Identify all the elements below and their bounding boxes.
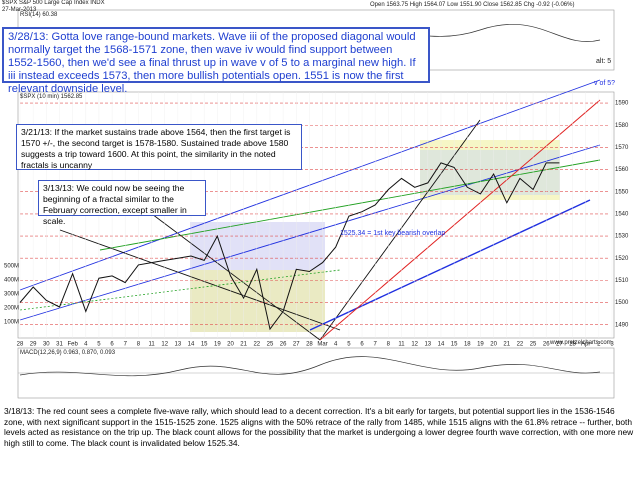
x-tick-label: 20 xyxy=(227,342,234,348)
x-tick-label: 5 xyxy=(97,342,101,348)
x-tick-label: 6 xyxy=(360,342,364,348)
x-tick-label: 21 xyxy=(240,342,247,348)
x-tick-label: Apr xyxy=(581,342,590,348)
x-tick-label: 7 xyxy=(374,342,378,348)
x-tick-label: 22 xyxy=(517,342,524,348)
x-tick-label: 11 xyxy=(148,342,155,348)
x-tick-label: 5 xyxy=(347,342,351,348)
annotation: 1525.34 = 1st key bearish overlap xyxy=(340,230,446,237)
note: 3/21/13: If the market sustains trade ab… xyxy=(16,124,302,170)
x-tick-label: 6 xyxy=(110,342,114,348)
x-tick-label: 13 xyxy=(175,342,182,348)
y-tick-label: 1520 xyxy=(615,256,629,262)
x-tick-label: 27 xyxy=(293,342,300,348)
x-tick-label: 12 xyxy=(411,342,418,348)
x-tick-label: 28 xyxy=(569,342,576,348)
volume-tick-label: 100M xyxy=(4,320,19,326)
x-tick-label: 30 xyxy=(43,342,50,348)
x-tick-label: 4 xyxy=(334,342,338,348)
x-tick-label: 25 xyxy=(530,342,537,348)
trend-line xyxy=(19,79,601,291)
price-line xyxy=(19,162,560,331)
y-tick-label: 1560 xyxy=(615,167,629,173)
y-tick-label: 1510 xyxy=(615,278,629,284)
x-tick-label: 14 xyxy=(188,342,195,348)
y-tick-label: 1530 xyxy=(615,234,629,240)
x-tick-label: 26 xyxy=(280,342,287,348)
y-tick-label: 1570 xyxy=(615,145,629,151)
y-tick-label: 1550 xyxy=(615,189,629,195)
x-tick-label: 11 xyxy=(398,342,405,348)
x-tick-label: 31 xyxy=(56,342,63,348)
note: 3/18/13: The red count sees a complete f… xyxy=(0,404,640,478)
x-tick-label: 7 xyxy=(124,342,128,348)
x-tick-label: 20 xyxy=(490,342,497,348)
x-tick-label: 22 xyxy=(253,342,260,348)
x-tick-label: 3 xyxy=(610,342,614,348)
y-tick-label: 1590 xyxy=(615,101,629,107)
macd-line xyxy=(19,356,601,377)
volume-tick-label: 500M xyxy=(4,264,19,270)
site: www.pretzelcharts.com xyxy=(550,340,612,346)
chart-title: $SPX (10 min) 1562.85 xyxy=(20,94,83,100)
x-tick-label: 2 xyxy=(597,342,601,348)
x-tick-label: 15 xyxy=(451,342,458,348)
x-tick-label: Mar xyxy=(317,342,327,348)
x-tick-label: 18 xyxy=(464,342,471,348)
x-tick-label: 8 xyxy=(137,342,141,348)
x-tick-label: 28 xyxy=(17,342,24,348)
x-tick-label: 19 xyxy=(477,342,484,348)
x-tick-label: 4 xyxy=(84,342,88,348)
annotation: alt: 5 xyxy=(596,58,612,65)
y-tick-label: 1580 xyxy=(615,123,629,129)
x-tick-label: 25 xyxy=(267,342,274,348)
volume-tick-label: 400M xyxy=(4,278,19,284)
trend-line xyxy=(19,144,601,321)
x-tick-label: 13 xyxy=(424,342,431,348)
x-tick-label: Feb xyxy=(67,342,78,348)
note: 3/13/13: We could now be seeing the begi… xyxy=(38,180,206,226)
x-tick-label: 14 xyxy=(438,342,445,348)
x-tick-label: 27 xyxy=(556,342,563,348)
x-tick-label: 21 xyxy=(503,342,510,348)
x-tick-label: 12 xyxy=(161,342,168,348)
rsi-label: RSI(14) 60.38 xyxy=(20,12,58,18)
volume-tick-label: 300M xyxy=(4,292,19,298)
trend-line xyxy=(59,229,341,331)
date: 27-Mar-2013 xyxy=(2,7,37,13)
x-tick-label: 15 xyxy=(201,342,208,348)
x-tick-label: 28 xyxy=(306,342,313,348)
quote: Open 1563.75 High 1564.07 Low 1551.90 Cl… xyxy=(370,2,575,8)
annotation: v of 5? xyxy=(594,80,616,87)
trend-line xyxy=(99,159,601,251)
symbol: $SPX S&P 500 Large Cap Index INDX xyxy=(2,0,105,6)
trend-line xyxy=(319,99,601,341)
x-tick-label: 8 xyxy=(387,342,391,348)
macd-label: MACD(12,26,9) 0.963, 0.870, 0.093 xyxy=(20,350,116,356)
trend-line xyxy=(19,269,341,311)
x-tick-label: 29 xyxy=(30,342,37,348)
trend-line xyxy=(319,119,481,341)
x-tick-label: 19 xyxy=(214,342,221,348)
x-tick-label: 26 xyxy=(543,342,550,348)
y-tick-label: 1540 xyxy=(615,211,629,217)
y-tick-label: 1500 xyxy=(615,300,629,306)
y-tick-label: 1490 xyxy=(615,322,629,328)
note: 3/28/13: Gotta love range-bound markets.… xyxy=(2,27,430,95)
fractal-box xyxy=(420,150,560,195)
volume-tick-label: 200M xyxy=(4,306,19,312)
